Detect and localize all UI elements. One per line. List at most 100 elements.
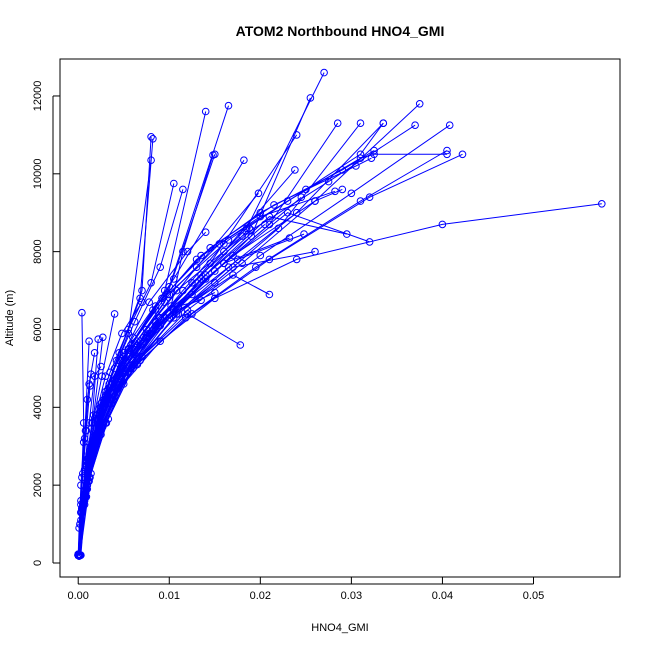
data-point <box>124 345 133 353</box>
data-point <box>151 306 160 314</box>
profile-series <box>74 94 315 559</box>
profile-series <box>76 166 299 560</box>
data-point <box>165 290 174 299</box>
data-point <box>156 263 164 272</box>
data-point <box>77 481 85 490</box>
series-line <box>77 190 336 556</box>
profile-series <box>74 100 424 559</box>
profile-series <box>74 382 94 560</box>
data-point <box>82 426 91 435</box>
data-point <box>78 308 86 317</box>
data-point <box>138 298 146 307</box>
data-point <box>90 372 99 381</box>
series-line <box>79 169 296 556</box>
data-point <box>192 263 201 272</box>
y-tick-label: 10000 <box>32 159 44 190</box>
plot-frame <box>59 58 621 578</box>
data-point <box>240 156 248 164</box>
data-point <box>88 442 96 451</box>
data-point <box>165 310 174 318</box>
data-point <box>89 438 98 447</box>
data-point <box>211 288 219 297</box>
data-point <box>104 415 113 423</box>
data-point <box>229 263 237 272</box>
data-point <box>224 236 233 244</box>
x-axis-label: HNO4_GMI <box>311 622 368 634</box>
series-line <box>77 134 298 555</box>
series-line <box>78 366 102 556</box>
data-point <box>156 337 164 346</box>
x-tick-label: 0.00 <box>68 590 89 602</box>
data-point <box>302 185 310 194</box>
data-point <box>220 240 228 248</box>
data-point <box>170 314 178 322</box>
data-point <box>75 551 83 560</box>
series-line <box>79 122 339 556</box>
data-point <box>306 94 315 102</box>
data-point <box>256 208 265 217</box>
data-point <box>85 337 93 346</box>
data-point <box>311 247 319 256</box>
data-point <box>220 259 228 268</box>
profile-series <box>74 200 606 560</box>
data-point <box>130 360 139 369</box>
data-point <box>300 230 308 238</box>
data-point <box>145 298 153 307</box>
profile-series <box>74 119 365 560</box>
data-point <box>174 302 183 310</box>
data-point <box>102 419 111 427</box>
y-tick-label: 6000 <box>32 317 44 341</box>
data-point <box>445 121 454 129</box>
data-point <box>163 290 172 299</box>
profile-series <box>76 119 342 560</box>
x-tick-label: 0.03 <box>341 590 362 602</box>
data-point <box>99 333 107 342</box>
data-point <box>331 187 339 196</box>
data-point <box>172 286 181 295</box>
x-axis: 0.00 0.01 0.02 0.03 0.04 0.05 <box>68 577 544 602</box>
data-point <box>76 520 84 528</box>
data-point <box>201 228 210 236</box>
data-point <box>215 240 224 248</box>
data-point <box>197 251 205 260</box>
x-tick-label: 0.05 <box>523 590 544 602</box>
data-point <box>85 419 93 427</box>
data-point <box>443 150 451 159</box>
data-point <box>110 310 119 318</box>
data-point <box>130 317 139 326</box>
data-point <box>283 197 292 205</box>
y-tick-label: 0 <box>32 560 44 566</box>
data-point <box>201 271 210 279</box>
series-line <box>77 237 290 556</box>
data-point <box>80 465 89 474</box>
data-point <box>333 119 342 127</box>
data-point <box>256 251 265 260</box>
data-point <box>324 177 333 186</box>
data-point <box>365 238 374 246</box>
data-point <box>265 290 274 299</box>
data-point <box>183 310 192 318</box>
data-point <box>170 179 178 188</box>
data-point <box>224 101 233 110</box>
data-point <box>379 119 388 127</box>
data-point <box>598 200 606 208</box>
data-point <box>270 201 278 209</box>
data-point <box>236 341 245 349</box>
data-point <box>292 131 301 139</box>
data-point <box>438 220 447 229</box>
series-line <box>77 251 316 555</box>
data-point <box>415 100 424 108</box>
y-axis: 0 2000 4000 6000 8000 10000 12000 <box>32 81 60 566</box>
data-point <box>179 185 187 194</box>
data-point <box>201 107 210 116</box>
series-line <box>77 159 245 556</box>
data-point <box>229 271 237 279</box>
series-line <box>78 72 325 557</box>
data-point <box>365 193 374 201</box>
data-point <box>147 156 155 164</box>
x-tick-label: 0.01 <box>159 590 180 602</box>
data-point <box>97 362 105 371</box>
profile-series <box>75 68 328 560</box>
data-point <box>90 419 99 427</box>
data-point <box>211 294 219 303</box>
